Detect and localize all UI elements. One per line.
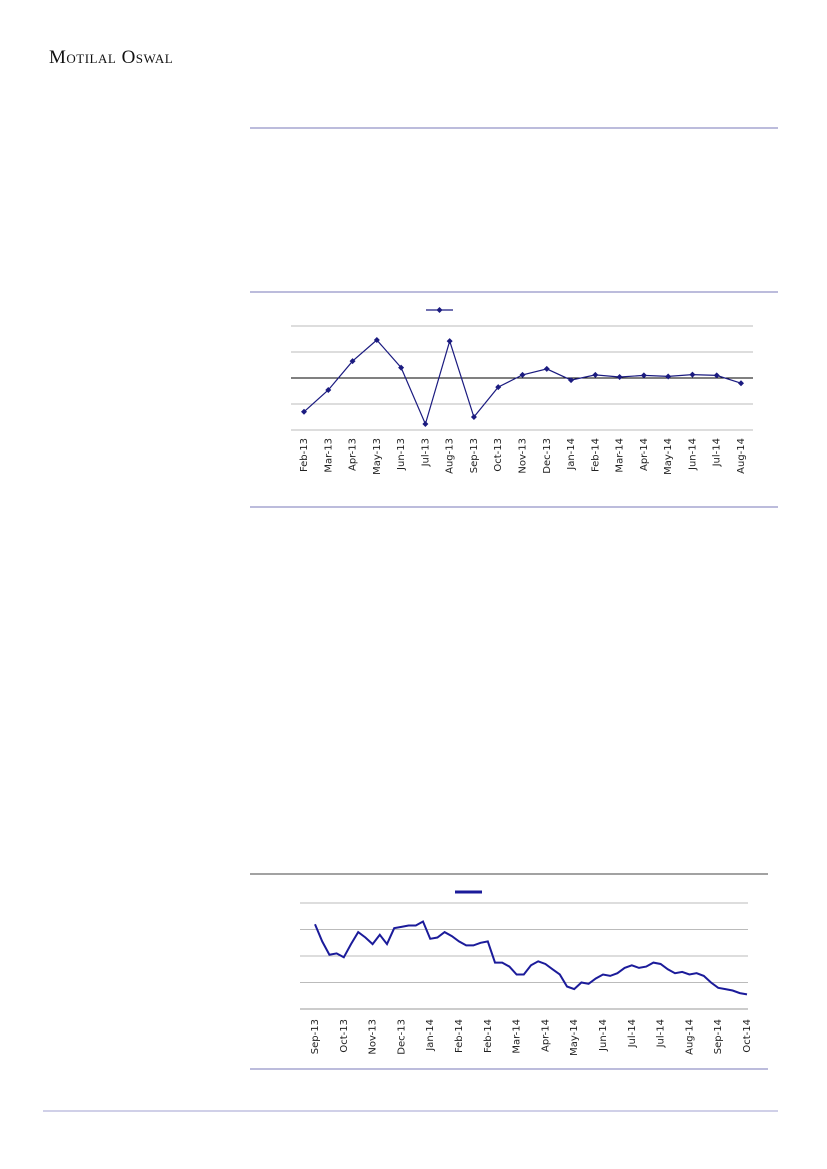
x-tick-label: Nov-13 <box>518 438 529 474</box>
x-tick-label: Oct-13 <box>339 1019 350 1053</box>
x-tick-label: Apr-13 <box>348 438 359 471</box>
x-tick-label: Feb-14 <box>483 1019 494 1053</box>
point <box>349 358 356 365</box>
point <box>325 386 332 393</box>
x-tick-label: Oct-13 <box>493 438 504 472</box>
point <box>470 414 477 420</box>
x-tick-label: Mar-14 <box>512 1019 523 1054</box>
point <box>519 371 526 378</box>
point <box>373 337 380 344</box>
point <box>446 338 453 345</box>
x-tick-label: Oct-14 <box>742 1019 753 1053</box>
x-tick-label: Aug-14 <box>736 438 747 474</box>
series-line <box>303 339 742 426</box>
x-tick-label: Jun-14 <box>687 438 698 471</box>
x-tick-label: Jul-14 <box>656 1019 667 1048</box>
point <box>568 377 575 384</box>
point <box>398 364 405 371</box>
legend-marker <box>436 307 443 313</box>
point <box>543 365 550 372</box>
x-tick-label: May-14 <box>569 1019 580 1056</box>
brand: Motilal Oswal <box>49 47 174 68</box>
point <box>422 421 429 428</box>
point <box>738 380 744 387</box>
x-tick-label: Apr-14 <box>639 438 650 471</box>
x-tick-label: Sep-13 <box>469 438 480 473</box>
point <box>616 373 623 380</box>
point <box>689 371 696 378</box>
x-tick-label: Mar-14 <box>615 438 626 473</box>
x-tick-label: Dec-13 <box>542 438 553 474</box>
x-tick-label: Dec-13 <box>396 1019 407 1055</box>
x-tick-label: Jan-14 <box>425 1019 436 1052</box>
x-tick-label: Jan-14 <box>566 438 577 471</box>
point <box>665 373 672 380</box>
x-tick-label: Apr-14 <box>540 1019 551 1052</box>
point <box>713 372 720 379</box>
x-tick-label: Aug-13 <box>445 438 456 474</box>
x-tick-label: Jul-13 <box>420 438 431 467</box>
x-tick-label: Feb-14 <box>590 438 601 472</box>
x-tick-label: Jun-13 <box>396 438 407 471</box>
x-tick-label: Nov-13 <box>368 1019 379 1055</box>
x-tick-label: May-13 <box>372 438 383 475</box>
x-tick-label: Jun-14 <box>598 1019 609 1052</box>
x-tick-label: Aug-14 <box>684 1019 695 1055</box>
point <box>640 372 647 379</box>
x-tick-label: Feb-14 <box>454 1019 465 1053</box>
x-tick-label: Feb-13 <box>299 438 310 472</box>
point <box>592 371 599 378</box>
x-tick-label: Sep-14 <box>713 1019 724 1054</box>
point <box>301 408 307 415</box>
x-tick-label: May-14 <box>663 438 674 475</box>
x-tick-label: Sep-13 <box>310 1019 321 1054</box>
x-tick-label: Jul-14 <box>712 438 723 467</box>
point <box>495 384 502 391</box>
x-tick-label: Jul-14 <box>627 1019 638 1048</box>
series-line <box>314 920 748 996</box>
x-tick-label: Mar-13 <box>323 438 334 473</box>
